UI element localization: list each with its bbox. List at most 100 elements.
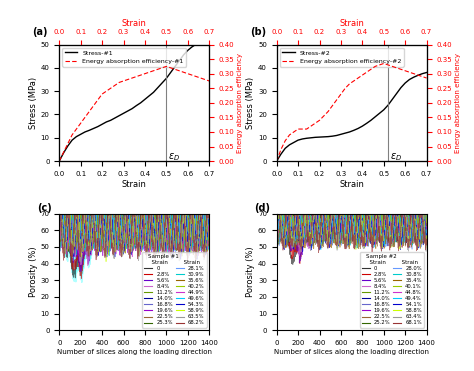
Stress-#2 <box>312 135 318 139</box>
Energy absorption efficiency-#2 <box>381 61 387 66</box>
Energy absorption efficiency-#1 <box>78 121 83 125</box>
Stress-#2 <box>274 159 280 163</box>
Stress-#1 <box>82 130 88 134</box>
Stress-#2 <box>287 142 292 147</box>
Stress-#1 <box>56 159 62 163</box>
Stress-#2 <box>338 132 344 137</box>
Text: $\varepsilon_D$: $\varepsilon_D$ <box>168 151 181 162</box>
Energy absorption efficiency-#2 <box>338 92 344 96</box>
Energy absorption efficiency-#2 <box>291 130 297 134</box>
Energy absorption efficiency-#2 <box>385 63 391 67</box>
Stress-#1 <box>65 144 71 148</box>
Stress-#2 <box>278 152 284 156</box>
Energy absorption efficiency-#1 <box>206 79 212 83</box>
Stress-#1 <box>159 81 165 85</box>
X-axis label: Strain: Strain <box>339 19 364 28</box>
Energy absorption efficiency-#1 <box>176 69 182 73</box>
Y-axis label: Stress (MPa): Stress (MPa) <box>246 77 255 129</box>
Energy absorption efficiency-#1 <box>185 72 191 76</box>
Stress-#1 <box>185 48 191 53</box>
Stress-#2 <box>334 133 339 138</box>
Energy absorption efficiency-#1 <box>56 159 62 163</box>
Energy absorption efficiency-#1 <box>86 109 92 114</box>
Stress-#2 <box>419 72 425 76</box>
Stress-#1 <box>91 126 96 131</box>
Energy absorption efficiency-#1 <box>193 74 199 79</box>
Energy absorption efficiency-#2 <box>304 127 310 131</box>
Stress-#2 <box>424 70 429 75</box>
Energy absorption efficiency-#2 <box>300 127 305 131</box>
Energy absorption efficiency-#1 <box>198 76 203 80</box>
Stress-#1 <box>189 45 195 49</box>
Stress-#2 <box>291 140 297 145</box>
Stress-#1 <box>95 124 100 129</box>
Stress-#1 <box>151 90 156 95</box>
Energy absorption efficiency-#1 <box>151 69 156 73</box>
X-axis label: Number of slices along the loading direction: Number of slices along the loading direc… <box>274 349 429 355</box>
Energy absorption efficiency-#1 <box>159 66 165 70</box>
Energy absorption efficiency-#2 <box>377 63 383 67</box>
Stress-#1 <box>181 53 186 57</box>
Energy absorption efficiency-#2 <box>321 114 327 118</box>
Energy absorption efficiency-#1 <box>82 115 88 119</box>
Stress-#1 <box>168 70 173 75</box>
Energy absorption efficiency-#1 <box>129 76 135 80</box>
Energy absorption efficiency-#1 <box>99 92 105 96</box>
Stress-#1 <box>134 104 139 108</box>
Stress-#2 <box>351 128 356 132</box>
Energy absorption efficiency-#2 <box>346 82 352 86</box>
Energy absorption efficiency-#2 <box>394 66 400 70</box>
Energy absorption efficiency-#1 <box>142 72 148 76</box>
Energy absorption efficiency-#2 <box>287 133 292 137</box>
Stress-#1 <box>121 111 127 115</box>
Energy absorption efficiency-#2 <box>329 104 335 108</box>
Stress-#2 <box>304 136 310 141</box>
Energy absorption efficiency-#1 <box>189 73 195 77</box>
Energy absorption efficiency-#1 <box>146 70 152 75</box>
Stress-#2 <box>402 81 408 85</box>
Stress-#1 <box>69 138 75 142</box>
Stress-#2 <box>390 97 395 102</box>
Energy absorption efficiency-#2 <box>325 109 331 114</box>
Legend: Stress-#1, Energy absorption efficiency-#1: Stress-#1, Energy absorption efficiency-… <box>63 47 186 66</box>
Stress-#1 <box>202 40 208 45</box>
Energy absorption efficiency-#1 <box>164 64 169 69</box>
X-axis label: Number of slices along the loading direction: Number of slices along the loading direc… <box>57 349 212 355</box>
Energy absorption efficiency-#1 <box>134 74 139 79</box>
Energy absorption efficiency-#1 <box>202 77 208 82</box>
Stress-#1 <box>73 134 79 139</box>
Energy absorption efficiency-#1 <box>69 133 75 137</box>
Stress-#1 <box>176 59 182 63</box>
Stress-#1 <box>86 128 92 132</box>
Energy absorption efficiency-#2 <box>402 69 408 73</box>
Line: Stress-#2: Stress-#2 <box>277 72 427 161</box>
Stress-#2 <box>385 103 391 107</box>
Line: Energy absorption efficiency-#1: Energy absorption efficiency-#1 <box>59 66 209 161</box>
Energy absorption efficiency-#2 <box>283 138 288 143</box>
Energy absorption efficiency-#2 <box>415 73 421 77</box>
Energy absorption efficiency-#2 <box>390 64 395 69</box>
Energy absorption efficiency-#1 <box>65 141 71 146</box>
Y-axis label: Energy absorption efficiency: Energy absorption efficiency <box>237 53 244 153</box>
Energy absorption efficiency-#1 <box>91 104 96 108</box>
Stress-#2 <box>342 131 348 135</box>
Energy absorption efficiency-#1 <box>73 127 79 131</box>
Energy absorption efficiency-#1 <box>95 98 100 102</box>
Energy absorption efficiency-#2 <box>274 159 280 163</box>
Stress-#2 <box>411 75 417 79</box>
Stress-#2 <box>300 137 305 141</box>
Energy absorption efficiency-#2 <box>373 64 378 69</box>
Energy absorption efficiency-#1 <box>172 67 178 72</box>
Text: (c): (c) <box>37 203 52 213</box>
Energy absorption efficiency-#2 <box>278 147 284 152</box>
Stress-#2 <box>355 126 361 131</box>
Stress-#1 <box>108 118 113 122</box>
Y-axis label: Porosity (%): Porosity (%) <box>246 247 255 297</box>
Stress-#1 <box>193 42 199 46</box>
Text: $\varepsilon_D$: $\varepsilon_D$ <box>390 151 402 162</box>
Energy absorption efficiency-#1 <box>138 73 144 77</box>
Stress-#1 <box>125 109 131 113</box>
Stress-#2 <box>407 77 412 82</box>
Stress-#1 <box>99 122 105 127</box>
Text: (b): (b) <box>250 27 266 37</box>
